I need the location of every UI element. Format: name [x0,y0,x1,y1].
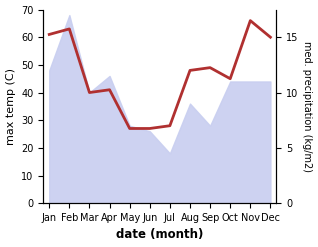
X-axis label: date (month): date (month) [116,228,204,242]
Y-axis label: max temp (C): max temp (C) [5,68,16,145]
Y-axis label: med. precipitation (kg/m2): med. precipitation (kg/m2) [302,41,313,172]
